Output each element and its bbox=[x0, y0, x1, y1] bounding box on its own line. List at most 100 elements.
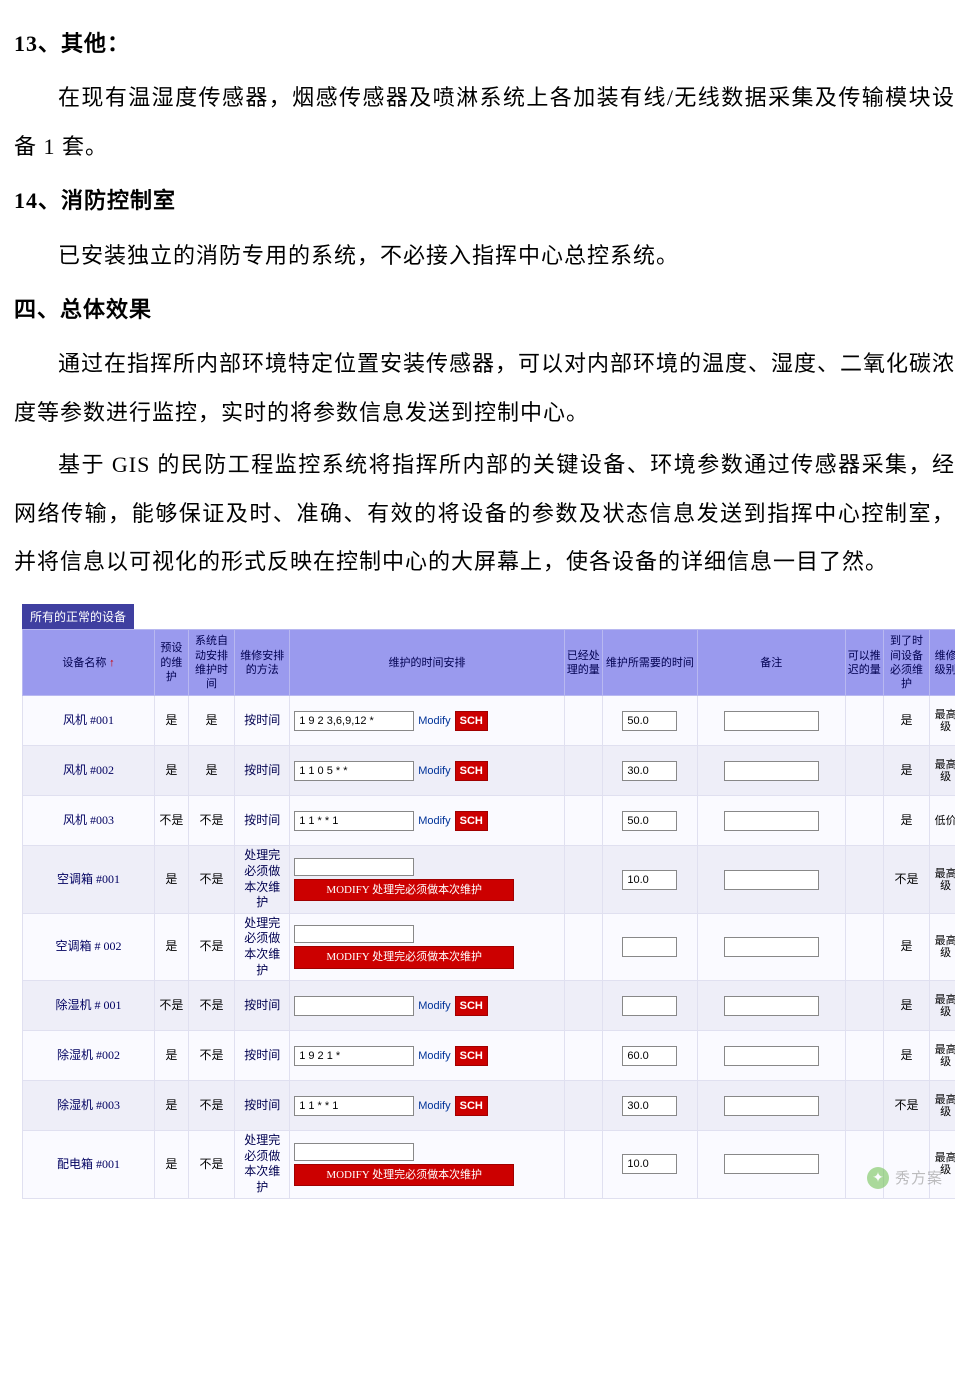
col-device-name[interactable]: 设备名称 ↑ bbox=[23, 630, 155, 696]
cell-auto: 是 bbox=[188, 746, 234, 796]
cell-level: 最高级 bbox=[930, 1031, 955, 1081]
table-row: 除湿机 #003是不是按时间 Modify SCH 不是最高级 bbox=[23, 1081, 956, 1131]
modify-must-maintain-bar[interactable]: MODIFY 处理完必须做本次维护 bbox=[294, 879, 514, 901]
sch-badge[interactable]: SCH bbox=[455, 1046, 488, 1066]
paragraph-4a: 通过在指挥所内部环境特定位置安装传感器，可以对内部环境的温度、湿度、二氧化碳浓度… bbox=[14, 340, 955, 437]
cell-auto: 不是 bbox=[188, 1131, 234, 1198]
cell-processed bbox=[564, 696, 602, 746]
cell-remark bbox=[697, 1081, 845, 1131]
time-needed-input[interactable] bbox=[622, 761, 677, 781]
modify-link[interactable]: Modify bbox=[416, 764, 452, 778]
remark-input[interactable] bbox=[724, 870, 819, 890]
cell-preset: 是 bbox=[155, 846, 189, 913]
cell-deferrable bbox=[845, 796, 883, 846]
modify-link[interactable]: Modify bbox=[416, 714, 452, 728]
cell-method: 按时间 bbox=[235, 1081, 290, 1131]
sch-badge[interactable]: SCH bbox=[455, 811, 488, 831]
cell-level: 最高级 bbox=[930, 746, 955, 796]
sch-badge[interactable]: SCH bbox=[455, 996, 488, 1016]
table-header-row: 设备名称 ↑ 预设的维护 系统自动安排维护时间 维修安排的方法 维护的时间安排 … bbox=[23, 630, 956, 696]
cell-preset: 是 bbox=[155, 1081, 189, 1131]
schedule-input-empty[interactable] bbox=[294, 925, 414, 943]
heading-13: 13、其他： bbox=[14, 20, 955, 68]
cell-auto: 不是 bbox=[188, 846, 234, 913]
cell-time-needed bbox=[602, 1131, 697, 1198]
col-must-maintain[interactable]: 到了时间设备必须维护 bbox=[883, 630, 929, 696]
schedule-input[interactable] bbox=[294, 1096, 414, 1116]
cell-processed bbox=[564, 1031, 602, 1081]
remark-input[interactable] bbox=[724, 1096, 819, 1116]
cell-device-name: 空调箱 #001 bbox=[23, 846, 155, 913]
cell-method: 按时间 bbox=[235, 696, 290, 746]
time-needed-input[interactable] bbox=[622, 1096, 677, 1116]
col-preset[interactable]: 预设的维护 bbox=[155, 630, 189, 696]
col-level[interactable]: 维修级别 bbox=[930, 630, 955, 696]
cell-preset: 是 bbox=[155, 1031, 189, 1081]
paragraph-4b: 基于 GIS 的民防工程监控系统将指挥所内部的关键设备、环境参数通过传感器采集，… bbox=[14, 441, 955, 586]
modify-link[interactable]: Modify bbox=[416, 1049, 452, 1063]
modify-must-maintain-bar[interactable]: MODIFY 处理完必须做本次维护 bbox=[294, 1164, 514, 1186]
schedule-input-empty[interactable] bbox=[294, 858, 414, 876]
col-method[interactable]: 维修安排的方法 bbox=[235, 630, 290, 696]
time-needed-input[interactable] bbox=[622, 1046, 677, 1066]
cell-time-needed bbox=[602, 981, 697, 1031]
schedule-input[interactable] bbox=[294, 996, 414, 1016]
schedule-input[interactable] bbox=[294, 1046, 414, 1066]
remark-input[interactable] bbox=[724, 711, 819, 731]
document-body: 13、其他： 在现有温湿度传感器，烟感传感器及喷淋系统上各加装有线/无线数据采集… bbox=[14, 20, 955, 586]
time-needed-input[interactable] bbox=[622, 1154, 677, 1174]
cell-processed bbox=[564, 981, 602, 1031]
cell-schedule: Modify SCH bbox=[290, 746, 565, 796]
time-needed-input[interactable] bbox=[622, 811, 677, 831]
cell-schedule: Modify SCH bbox=[290, 981, 565, 1031]
cell-deferrable bbox=[845, 913, 883, 980]
col-processed[interactable]: 已经处理的量 bbox=[564, 630, 602, 696]
remark-input[interactable] bbox=[724, 937, 819, 957]
schedule-input[interactable] bbox=[294, 811, 414, 831]
sch-badge[interactable]: SCH bbox=[455, 1096, 488, 1116]
modify-link[interactable]: Modify bbox=[416, 1099, 452, 1113]
remark-input[interactable] bbox=[724, 761, 819, 781]
maintenance-table: 设备名称 ↑ 预设的维护 系统自动安排维护时间 维修安排的方法 维护的时间安排 … bbox=[22, 629, 955, 1198]
remark-input[interactable] bbox=[724, 1154, 819, 1174]
sch-badge[interactable]: SCH bbox=[455, 761, 488, 781]
time-needed-input[interactable] bbox=[622, 996, 677, 1016]
col-remark[interactable]: 备注 bbox=[697, 630, 845, 696]
cell-processed bbox=[564, 746, 602, 796]
cell-device-name: 空调箱 # 002 bbox=[23, 913, 155, 980]
heading-14: 14、消防控制室 bbox=[14, 177, 955, 225]
remark-input[interactable] bbox=[724, 996, 819, 1016]
modify-link[interactable]: Modify bbox=[416, 814, 452, 828]
col-time-needed[interactable]: 维护所需要的时间 bbox=[602, 630, 697, 696]
sch-badge[interactable]: SCH bbox=[455, 711, 488, 731]
remark-input[interactable] bbox=[724, 811, 819, 831]
modify-link[interactable]: Modify bbox=[416, 999, 452, 1013]
cell-device-name: 除湿机 #003 bbox=[23, 1081, 155, 1131]
remark-input[interactable] bbox=[724, 1046, 819, 1066]
maintenance-table-region: 所有的正常的设备 设备名称 ↑ 预设的维护 系统自动安排维护时间 维修安排的方法… bbox=[22, 604, 955, 1198]
table-row: 风机 #003不是不是按时间 Modify SCH 是低价 bbox=[23, 796, 956, 846]
schedule-input[interactable] bbox=[294, 761, 414, 781]
col-deferrable[interactable]: 可以推迟的量 bbox=[845, 630, 883, 696]
cell-time-needed bbox=[602, 796, 697, 846]
cell-method: 处理完必须做本次维护 bbox=[235, 1131, 290, 1198]
watermark: ✦ 秀方案 bbox=[867, 1167, 943, 1189]
table-row: 除湿机 # 001不是不是按时间 Modify SCH 是最高级 bbox=[23, 981, 956, 1031]
cell-device-name: 风机 #002 bbox=[23, 746, 155, 796]
table-row: 空调箱 # 002是不是处理完必须做本次维护 MODIFY 处理完必须做本次维护… bbox=[23, 913, 956, 980]
cell-level: 最高级 bbox=[930, 981, 955, 1031]
modify-must-maintain-bar[interactable]: MODIFY 处理完必须做本次维护 bbox=[294, 946, 514, 968]
col-schedule[interactable]: 维护的时间安排 bbox=[290, 630, 565, 696]
time-needed-input[interactable] bbox=[622, 937, 677, 957]
schedule-input-empty[interactable] bbox=[294, 1143, 414, 1161]
table-tab[interactable]: 所有的正常的设备 bbox=[22, 604, 134, 629]
schedule-input[interactable] bbox=[294, 711, 414, 731]
col-auto[interactable]: 系统自动安排维护时间 bbox=[188, 630, 234, 696]
time-needed-input[interactable] bbox=[622, 870, 677, 890]
cell-processed bbox=[564, 846, 602, 913]
cell-time-needed bbox=[602, 846, 697, 913]
cell-method: 按时间 bbox=[235, 981, 290, 1031]
cell-level: 低价 bbox=[930, 796, 955, 846]
time-needed-input[interactable] bbox=[622, 711, 677, 731]
cell-preset: 不是 bbox=[155, 796, 189, 846]
